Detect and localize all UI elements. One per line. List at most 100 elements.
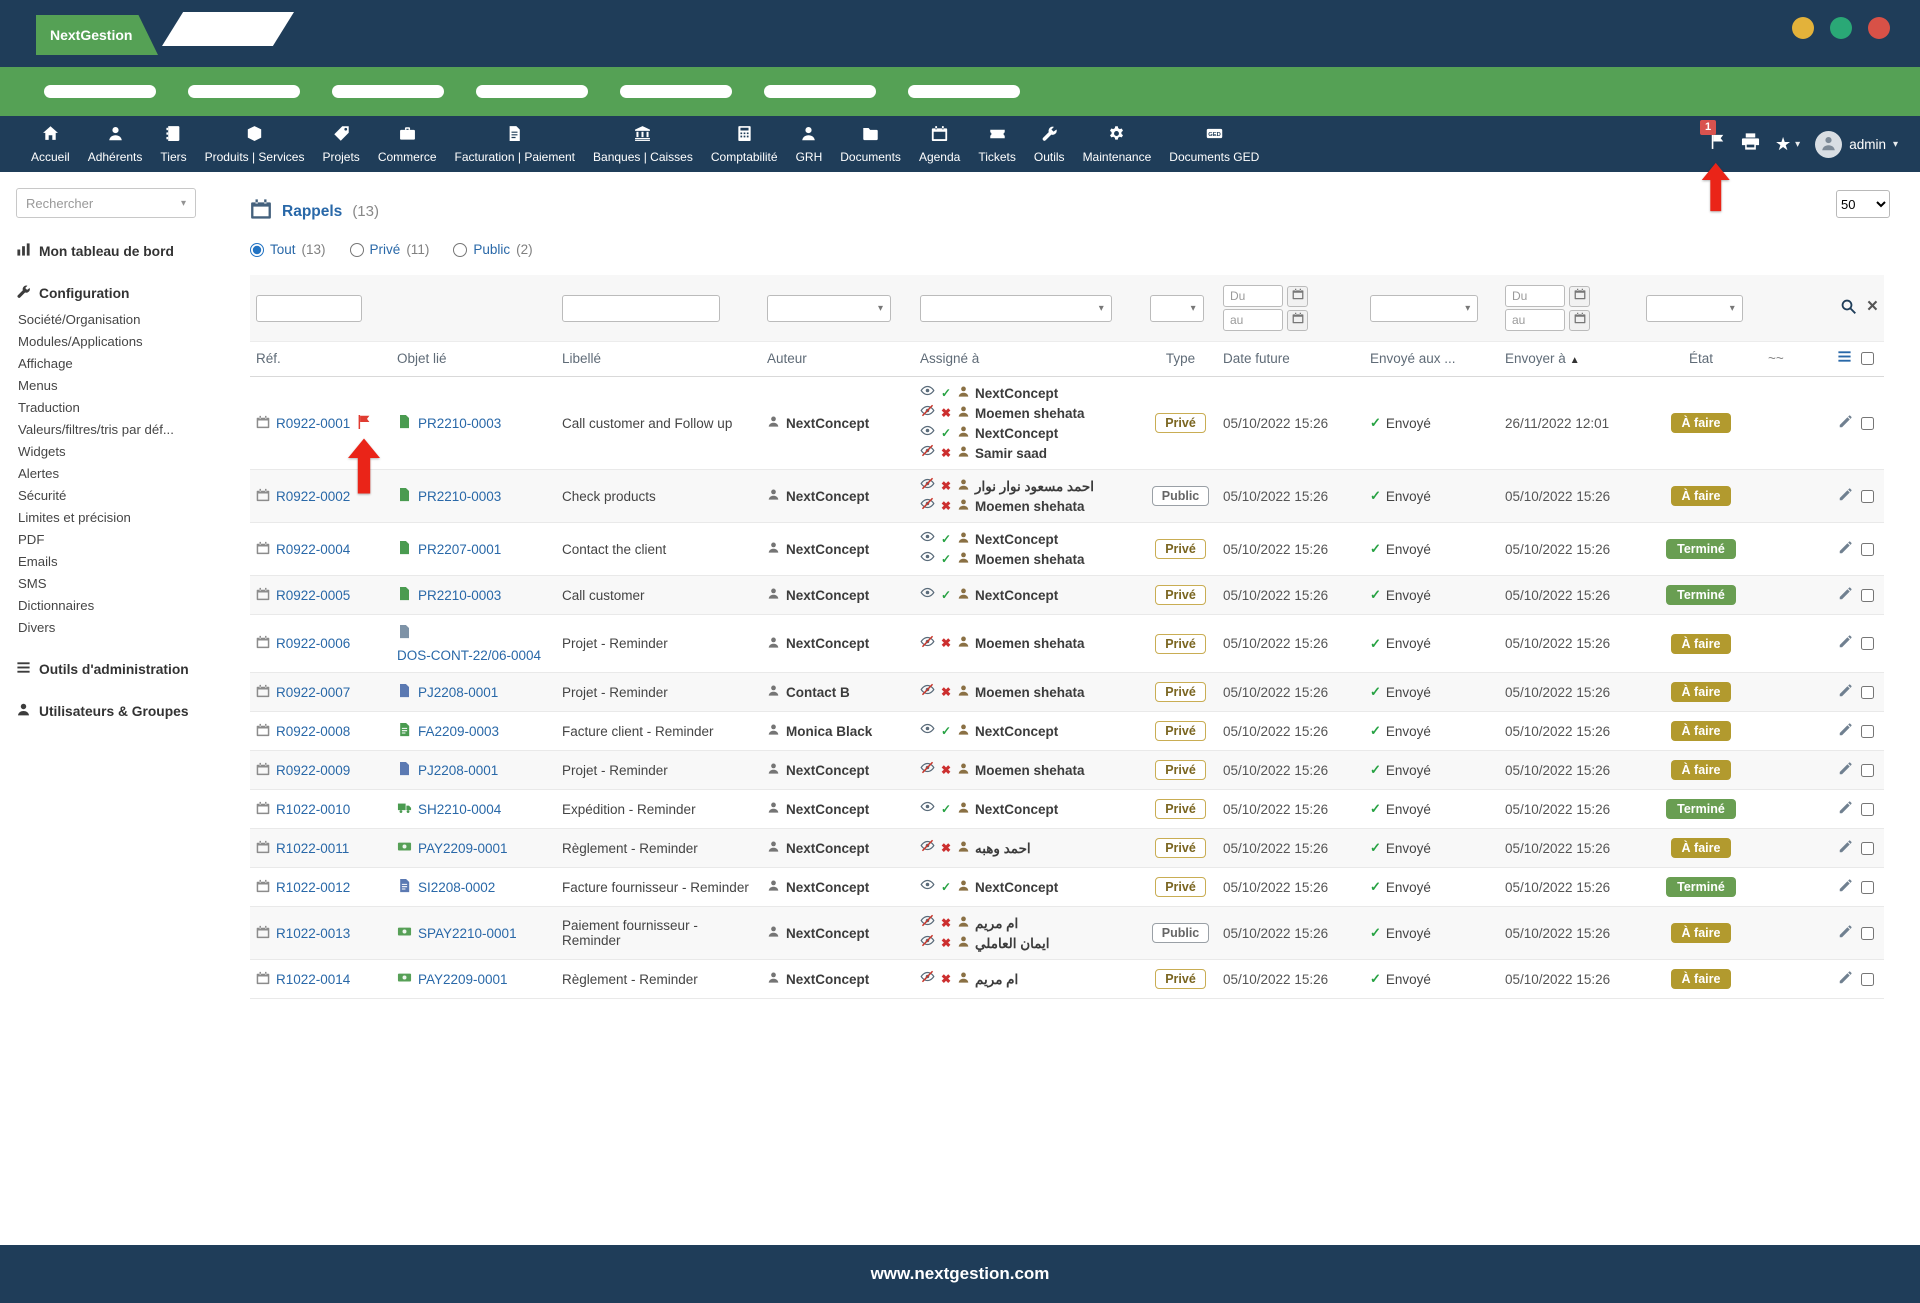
reminder-ref-link[interactable]: R0922-0005 — [276, 588, 350, 603]
reminder-ref-link[interactable]: R1022-0014 — [276, 972, 350, 987]
linked-object-link[interactable]: SI2208-0002 — [418, 880, 495, 895]
reminder-ref-link[interactable]: R0922-0002 — [276, 489, 350, 504]
sidebar-item-divers[interactable]: Divers — [18, 619, 196, 636]
reminder-ref-link[interactable]: R0922-0006 — [276, 636, 350, 651]
nav-item-commerce[interactable]: Commerce — [369, 116, 446, 172]
linked-object-link[interactable]: PJ2208-0001 — [418, 685, 498, 700]
list-view-icon[interactable] — [1837, 349, 1852, 367]
nav-item-tiers[interactable]: Tiers — [151, 116, 195, 172]
row-checkbox[interactable] — [1861, 686, 1874, 699]
nav-item-adh-rents[interactable]: Adhérents — [79, 116, 152, 172]
linked-object-link[interactable]: PAY2209-0001 — [418, 841, 508, 856]
reminder-ref-link[interactable]: R0922-0009 — [276, 763, 350, 778]
sidebar-item-soci-t-organisation[interactable]: Société/Organisation — [18, 311, 196, 328]
col-header-tat[interactable]: État — [1640, 342, 1762, 377]
sidebar-section-configuration[interactable]: Configuration — [16, 284, 196, 302]
notifications-flag-button[interactable]: 1 — [1709, 133, 1726, 155]
edit-pencil-icon[interactable] — [1838, 879, 1852, 896]
sidebar-item-alertes[interactable]: Alertes — [18, 465, 196, 482]
datepicker-button[interactable] — [1287, 286, 1308, 307]
nav-item-tickets[interactable]: Tickets — [969, 116, 1025, 172]
edit-pencil-icon[interactable] — [1838, 723, 1852, 740]
linked-object-link[interactable]: FA2209-0003 — [418, 724, 499, 739]
nav-item-facturation-paiement[interactable]: Facturation | Paiement — [446, 116, 585, 172]
row-checkbox[interactable] — [1861, 589, 1874, 602]
nav-item-documents-ged[interactable]: GEDDocuments GED — [1160, 116, 1268, 172]
filter-date-du[interactable] — [1223, 285, 1283, 307]
sidebar-section-admin-tools[interactable]: Outils d'administration — [16, 660, 196, 678]
nav-item-agenda[interactable]: Agenda — [910, 116, 969, 172]
radio-priv[interactable] — [350, 243, 364, 257]
filter-select[interactable]: ▾ — [1150, 295, 1204, 322]
col-header-envoyer[interactable]: Envoyer à▲ — [1499, 342, 1640, 377]
sidebar-item-affichage[interactable]: Affichage — [18, 355, 196, 372]
row-checkbox[interactable] — [1861, 803, 1874, 816]
sidebar-item-sms[interactable]: SMS — [18, 575, 196, 592]
datepicker-button[interactable] — [1569, 310, 1590, 331]
reminder-ref-link[interactable]: R1022-0010 — [276, 802, 350, 817]
sidebar-item-limites-et-pr-cision[interactable]: Limites et précision — [18, 509, 196, 526]
linked-object-link[interactable]: PR2210-0003 — [418, 489, 501, 504]
edit-pencil-icon[interactable] — [1838, 840, 1852, 857]
radio-public[interactable] — [453, 243, 467, 257]
printer-icon[interactable] — [1741, 132, 1760, 156]
row-checkbox[interactable] — [1861, 764, 1874, 777]
linked-object-link[interactable]: SH2210-0004 — [418, 802, 501, 817]
nav-item-projets[interactable]: Projets — [313, 116, 368, 172]
col-header-auteur[interactable]: Auteur — [761, 342, 914, 377]
nav-item-comptabilit[interactable]: Comptabilité — [702, 116, 787, 172]
datepicker-button[interactable] — [1569, 286, 1590, 307]
datepicker-button[interactable] — [1287, 310, 1308, 331]
linked-object-link[interactable]: PR2210-0003 — [418, 588, 501, 603]
linked-object-link[interactable]: PR2207-0001 — [418, 542, 501, 557]
nav-item-produits-services[interactable]: Produits | Services — [196, 116, 314, 172]
scope-filter-priv[interactable]: Privé(11) — [350, 242, 430, 257]
row-checkbox[interactable] — [1861, 927, 1874, 940]
reminder-ref-link[interactable]: R0922-0007 — [276, 685, 350, 700]
edit-pencil-icon[interactable] — [1838, 762, 1852, 779]
sidebar-item-dashboard[interactable]: Mon tableau de bord — [16, 242, 196, 260]
bookmarks-menu[interactable]: ★ ▾ — [1775, 135, 1800, 153]
col-header-libell[interactable]: Libellé — [556, 342, 761, 377]
edit-pencil-icon[interactable] — [1838, 925, 1852, 942]
sidebar-item-s-curit[interactable]: Sécurité — [18, 487, 196, 504]
search-input[interactable]: Rechercher ▾ — [16, 188, 196, 218]
filter-select[interactable]: ▾ — [1370, 295, 1478, 322]
sidebar-item-traduction[interactable]: Traduction — [18, 399, 196, 416]
reminder-ref-link[interactable]: R1022-0013 — [276, 926, 350, 941]
row-checkbox[interactable] — [1861, 725, 1874, 738]
col-header-r-f[interactable]: Réf. — [250, 342, 391, 377]
row-checkbox[interactable] — [1861, 543, 1874, 556]
nav-item-documents[interactable]: Documents — [831, 116, 910, 172]
filter-date-au[interactable] — [1505, 309, 1565, 331]
nav-item-maintenance[interactable]: Maintenance — [1074, 116, 1161, 172]
sidebar-item-widgets[interactable]: Widgets — [18, 443, 196, 460]
clear-filters-icon[interactable]: × — [1867, 296, 1878, 317]
select-all-checkbox[interactable] — [1861, 352, 1874, 365]
reminder-ref-link[interactable]: R1022-0012 — [276, 880, 350, 895]
row-checkbox[interactable] — [1861, 842, 1874, 855]
filter-select[interactable]: ▾ — [920, 295, 1112, 322]
filter-select[interactable]: ▾ — [767, 295, 891, 322]
edit-pencil-icon[interactable] — [1838, 635, 1852, 652]
search-icon[interactable] — [1840, 302, 1857, 319]
nav-item-accueil[interactable]: Accueil — [22, 116, 79, 172]
radio-tout[interactable] — [250, 243, 264, 257]
col-header-envoy-aux[interactable]: Envoyé aux ... — [1364, 342, 1499, 377]
col-header-date-future[interactable]: Date future — [1217, 342, 1364, 377]
edit-pencil-icon[interactable] — [1838, 684, 1852, 701]
filter-select[interactable]: ▾ — [1646, 295, 1743, 322]
user-menu[interactable]: admin ▾ — [1815, 131, 1898, 158]
sidebar-item-pdf[interactable]: PDF — [18, 531, 196, 548]
row-checkbox[interactable] — [1861, 973, 1874, 986]
edit-pencil-icon[interactable] — [1838, 415, 1852, 432]
edit-pencil-icon[interactable] — [1838, 541, 1852, 558]
reminder-ref-link[interactable]: R1022-0011 — [276, 841, 349, 856]
sidebar-item-modules-applications[interactable]: Modules/Applications — [18, 333, 196, 350]
reminder-ref-link[interactable]: R0922-0008 — [276, 724, 350, 739]
col-header-objet-li[interactable]: Objet lié — [391, 342, 556, 377]
sidebar-item-valeurs-filtres-tris-par-d-f[interactable]: Valeurs/filtres/tris par déf... — [18, 421, 196, 438]
nav-item-banques-caisses[interactable]: Banques | Caisses — [584, 116, 702, 172]
linked-object-link[interactable]: SPAY2210-0001 — [418, 926, 517, 941]
reminder-ref-link[interactable]: R0922-0004 — [276, 542, 350, 557]
